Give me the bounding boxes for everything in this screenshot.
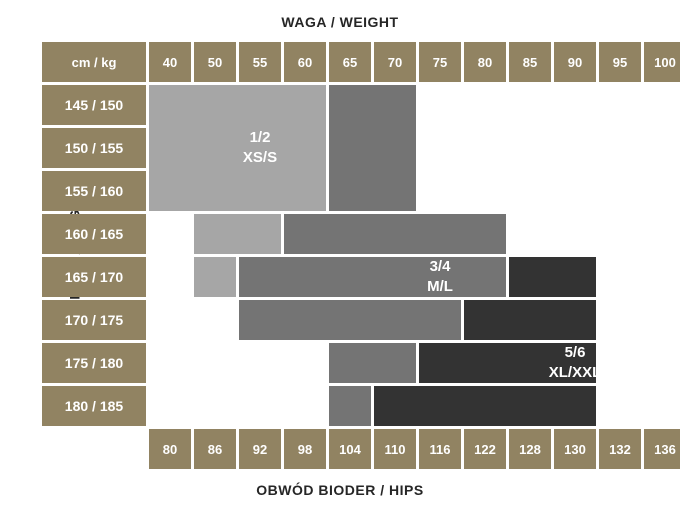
size-chart: WAGA / WEIGHT WZROST / HEIGHT OBWÓD BIOD…	[0, 0, 680, 512]
zone-xs-s	[149, 85, 326, 211]
zone-m-l	[329, 343, 416, 383]
zone-xl-xxl	[374, 386, 596, 426]
zone-m-l	[284, 214, 506, 254]
hips-header: 132	[599, 429, 641, 469]
weight-header: 50	[194, 42, 236, 82]
weight-header: 100	[644, 42, 680, 82]
weight-header: 60	[284, 42, 326, 82]
height-header: 170 / 175	[42, 300, 146, 340]
height-header: 165 / 170	[42, 257, 146, 297]
zone-label-xs-s: 1/2 XS/S	[243, 128, 277, 169]
zone-m-l	[239, 300, 461, 340]
hips-header: 128	[509, 429, 551, 469]
weight-header: 70	[374, 42, 416, 82]
height-header: 150 / 155	[42, 128, 146, 168]
hips-header: 80	[149, 429, 191, 469]
zone-m-l	[329, 85, 416, 211]
height-header: 175 / 180	[42, 343, 146, 383]
height-header: 155 / 160	[42, 171, 146, 211]
weight-header: 55	[239, 42, 281, 82]
weight-header: 75	[419, 42, 461, 82]
weight-header: 80	[464, 42, 506, 82]
height-header: 180 / 185	[42, 386, 146, 426]
axis-label-bottom: OBWÓD BIODER / HIPS	[256, 482, 423, 498]
zone-xs-s	[194, 257, 236, 297]
hips-header: 130	[554, 429, 596, 469]
height-header: 160 / 165	[42, 214, 146, 254]
axis-label-top: WAGA / WEIGHT	[281, 14, 398, 30]
weight-header: 65	[329, 42, 371, 82]
zone-label-xl-xxl: 5/6 XL/XXL	[549, 343, 602, 384]
zone-label-m-l: 3/4 M/L	[427, 257, 453, 298]
zone-xs-s	[194, 214, 281, 254]
hips-header: 116	[419, 429, 461, 469]
corner-label: cm / kg	[42, 42, 146, 82]
zone-xl-xxl	[509, 257, 596, 297]
weight-header: 95	[599, 42, 641, 82]
hips-header: 98	[284, 429, 326, 469]
hips-header: 122	[464, 429, 506, 469]
height-header: 145 / 150	[42, 85, 146, 125]
hips-header: 86	[194, 429, 236, 469]
hips-header: 110	[374, 429, 416, 469]
zone-m-l	[239, 257, 506, 297]
hips-header: 136	[644, 429, 680, 469]
weight-header: 90	[554, 42, 596, 82]
weight-header: 40	[149, 42, 191, 82]
hips-header: 104	[329, 429, 371, 469]
zone-m-l	[329, 386, 371, 426]
hips-header: 92	[239, 429, 281, 469]
weight-header: 85	[509, 42, 551, 82]
zone-xl-xxl	[464, 300, 596, 340]
